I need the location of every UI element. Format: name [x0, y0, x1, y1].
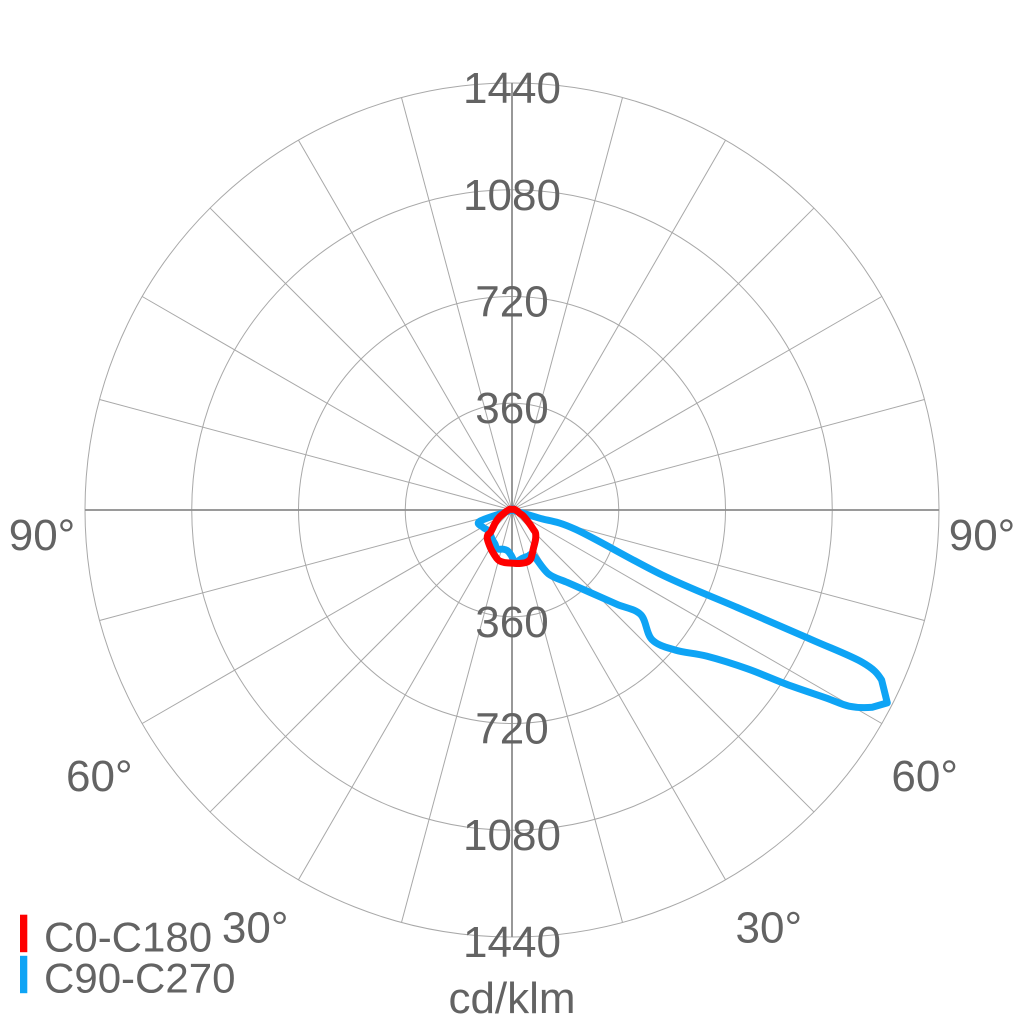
svg-text:360: 360 — [475, 598, 548, 647]
svg-text:720: 720 — [475, 705, 548, 754]
svg-text:90°: 90° — [9, 511, 76, 560]
svg-text:30°: 30° — [222, 903, 289, 952]
svg-text:1080: 1080 — [463, 171, 561, 220]
svg-text:720: 720 — [475, 278, 548, 327]
svg-text:1440: 1440 — [463, 64, 561, 113]
svg-text:1440: 1440 — [463, 918, 561, 967]
svg-text:360: 360 — [475, 384, 548, 433]
svg-text:1080: 1080 — [463, 811, 561, 860]
svg-text:30°: 30° — [736, 903, 803, 952]
svg-text:90°: 90° — [949, 511, 1016, 560]
svg-text:C0-C180: C0-C180 — [44, 914, 212, 961]
svg-text:cd/klm: cd/klm — [448, 974, 575, 1023]
svg-text:60°: 60° — [66, 752, 133, 801]
svg-text:60°: 60° — [891, 752, 958, 801]
svg-text:C90-C270: C90-C270 — [44, 955, 235, 1002]
